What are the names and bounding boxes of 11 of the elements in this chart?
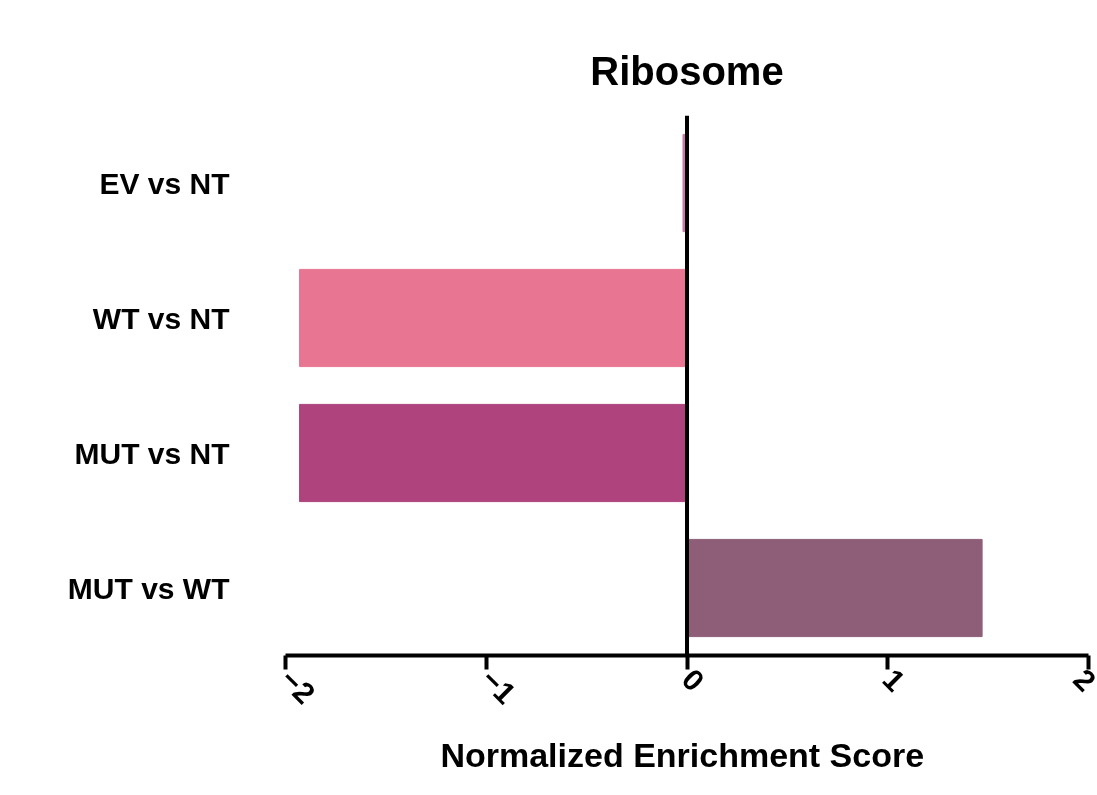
x-tick-label: 1 bbox=[876, 662, 912, 698]
y-tick-label: WT vs NT bbox=[92, 301, 230, 335]
x-tick-label: −2 bbox=[274, 662, 322, 711]
x-axis-title: Normalized Enrichment Score bbox=[440, 735, 925, 774]
x-tick-label: 0 bbox=[675, 662, 711, 698]
y-tick-label: MUT vs NT bbox=[74, 436, 230, 470]
chart-title: Ribosome bbox=[590, 49, 784, 93]
y-tick-label: MUT vs WT bbox=[67, 571, 230, 605]
y-tick-label: EV vs NT bbox=[99, 166, 230, 200]
x-tick-label: −1 bbox=[474, 662, 523, 711]
x-tick-label: 2 bbox=[1067, 662, 1097, 698]
